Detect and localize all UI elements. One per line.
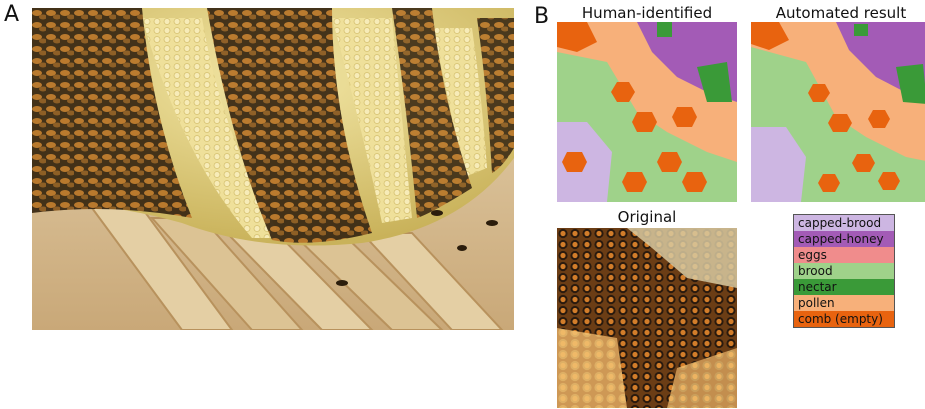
panel-label-b: B xyxy=(534,4,550,29)
auto-map-svg xyxy=(751,22,925,202)
automated-result-title: Automated result xyxy=(775,4,907,22)
human-identified-title: Human-identified xyxy=(581,4,713,22)
legend-item-capped-honey: capped-honey xyxy=(794,231,894,247)
legend-item-capped-brood: capped-brood xyxy=(794,215,894,231)
panel-label-a: A xyxy=(4,2,20,27)
original-comb-image xyxy=(557,228,737,408)
human-map-svg xyxy=(557,22,737,202)
legend-item-pollen: pollen xyxy=(794,295,894,311)
automated-result-map xyxy=(751,22,925,202)
human-identified-map xyxy=(557,22,737,202)
legend-item-nectar: nectar xyxy=(794,279,894,295)
legend-item-brood: brood xyxy=(794,263,894,279)
beehive-photo xyxy=(32,8,514,330)
legend-item-comb-empty: comb (empty) xyxy=(794,311,894,327)
legend: capped-brood capped-honey eggs brood nec… xyxy=(793,214,895,328)
beehive-photo-svg xyxy=(32,8,514,330)
original-comb-svg xyxy=(557,228,737,408)
original-title: Original xyxy=(617,208,677,226)
legend-item-eggs: eggs xyxy=(794,247,894,263)
